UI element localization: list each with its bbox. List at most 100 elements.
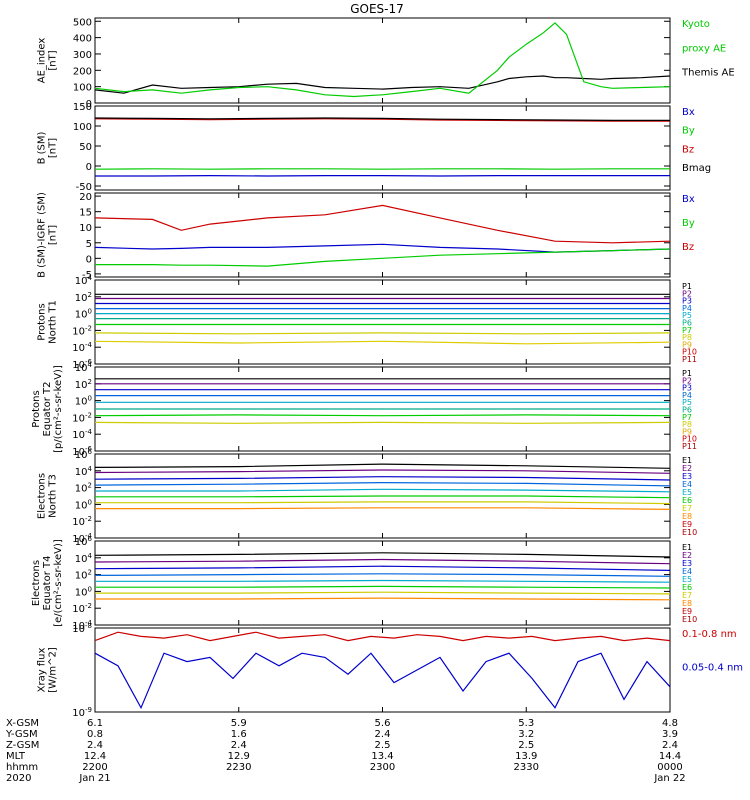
- legend-label: P2: [682, 289, 692, 298]
- series-line: [94, 75, 671, 94]
- x-row-value: 5.6: [375, 718, 391, 729]
- legend-label: P4: [682, 304, 692, 313]
- series-line: [94, 552, 671, 558]
- y-axis-label: Electrons: [31, 560, 42, 606]
- y-tick-label: 0: [86, 99, 92, 110]
- legend-label: E10: [682, 528, 697, 537]
- series-line: [95, 495, 671, 499]
- y-axis-label: Protons: [31, 390, 42, 427]
- y-tick-label: 10-8: [72, 622, 92, 635]
- x-axis-table: X-GSMY-GSMZ-GSMMLThhmm20206.10.82.412.42…: [5, 718, 686, 784]
- legend-label: E4: [682, 567, 692, 576]
- x-row-label: MLT: [6, 751, 26, 762]
- y-tick-label: 0: [86, 254, 92, 265]
- x-row-value: Jan 22: [653, 773, 685, 784]
- y-axis-label: [nT]: [48, 50, 59, 70]
- legend-label: E4: [682, 480, 692, 489]
- y-tick-label: 10-4: [72, 532, 92, 545]
- series-line: [95, 597, 671, 601]
- x-row-value: 0000: [657, 762, 682, 773]
- figure-title: GOES-17: [350, 2, 404, 16]
- legend-label: P11: [682, 442, 697, 451]
- legend-label: P2: [682, 376, 692, 385]
- series-line: [94, 414, 671, 417]
- y-tick-label: 10-2: [72, 411, 92, 424]
- y-axis-label: Xray flux: [37, 648, 48, 693]
- series-line: [94, 631, 671, 642]
- y-tick-label: 102: [75, 378, 92, 391]
- series-line: [94, 340, 671, 345]
- legend-label: Bx: [682, 107, 695, 118]
- y-tick-label: 106: [75, 535, 93, 548]
- legend-label: E1: [682, 456, 692, 465]
- y-axis-label: B (SM)-IGRF (SM): [37, 192, 48, 278]
- x-row-value: 2.4: [87, 740, 103, 751]
- x-row-value: 12.9: [228, 751, 250, 762]
- y-tick-label: 10-6: [72, 358, 92, 371]
- y-tick-label: 20: [79, 192, 92, 203]
- legend-label: E9: [682, 607, 692, 616]
- x-row-value: 2300: [370, 762, 395, 773]
- x-row-value: 5.9: [231, 718, 247, 729]
- legend-label: P7: [682, 413, 692, 422]
- y-tick-label: 104: [75, 552, 93, 565]
- y-tick-label: 0: [86, 162, 92, 173]
- x-row-value: 2.5: [518, 740, 534, 751]
- y-tick-label: 100: [73, 122, 92, 133]
- legend-label: Bmag: [682, 163, 711, 174]
- y-axis-label: [e/(cm²-s-sr-keV)]: [53, 539, 64, 627]
- y-tick-label: 10-9: [72, 706, 92, 719]
- y-axis-label: Equator T4: [42, 556, 53, 611]
- legend-label: E6: [682, 496, 692, 505]
- y-tick-label: 5: [86, 239, 92, 250]
- y-axis-label: Equator T2: [42, 382, 53, 437]
- legend-label: P6: [682, 319, 692, 328]
- y-tick-label: 100: [75, 308, 92, 321]
- x-row-label: Z-GSM: [6, 740, 39, 751]
- series-line: [94, 118, 670, 122]
- series-line: [95, 579, 671, 583]
- legend-label: P3: [682, 297, 692, 306]
- y-tick-label: 104: [75, 465, 93, 478]
- series-line: [94, 421, 671, 424]
- series-line: [94, 573, 671, 577]
- legend-label: E5: [682, 575, 692, 584]
- y-axis-label: North T3: [48, 474, 59, 518]
- y-axis-label: Protons: [37, 303, 48, 340]
- y-tick-label: -50: [76, 182, 92, 193]
- y-tick-label: 10-4: [72, 428, 92, 441]
- legend-label: E10: [682, 615, 697, 624]
- legend-label: E2: [682, 464, 692, 473]
- legend-label: E1: [682, 543, 692, 552]
- y-tick-label: 10-2: [72, 515, 92, 528]
- legend-label: E8: [682, 599, 692, 608]
- x-row-value: 2.4: [662, 740, 678, 751]
- legend-label: P9: [682, 340, 692, 349]
- legend-label: proxy AE: [682, 43, 726, 54]
- y-tick-label: 106: [75, 448, 93, 461]
- legend-label: By: [682, 218, 695, 229]
- legend-label: P10: [682, 435, 697, 444]
- y-axis-label: [p/(cm²-s-sr-keV)]: [53, 365, 64, 453]
- panel-1: 500 400 300 200 100 0 AE_index [nT] Kyoto proxy A…: [37, 17, 735, 110]
- series-line: [94, 476, 671, 481]
- series-line: [94, 481, 671, 487]
- series-line: [94, 469, 671, 474]
- legend-label: E8: [682, 512, 692, 521]
- series-line: [95, 248, 671, 267]
- y-tick-label: 100: [75, 585, 92, 598]
- y-axis-label: B (SM): [37, 131, 48, 164]
- series-line: [94, 565, 671, 571]
- series-line: [94, 204, 671, 244]
- x-row-value: 2.4: [231, 740, 247, 751]
- series-line: [95, 585, 671, 589]
- y-tick-label: 300: [73, 50, 92, 61]
- y-axis-label: Electrons: [37, 473, 48, 519]
- legend-label: E3: [682, 559, 692, 568]
- x-row-value: 6.1: [87, 718, 103, 729]
- y-axis-label: [W/m^2]: [48, 647, 59, 693]
- legend-label: By: [682, 126, 695, 137]
